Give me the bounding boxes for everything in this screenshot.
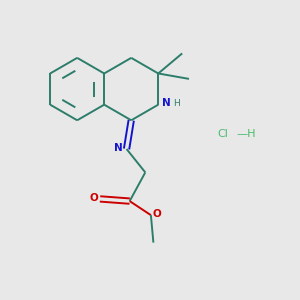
Text: O: O — [89, 193, 98, 203]
Text: N: N — [114, 142, 123, 152]
Text: Cl: Cl — [218, 129, 228, 139]
Text: —H: —H — [237, 129, 256, 139]
Text: O: O — [153, 209, 161, 219]
Text: H: H — [173, 99, 180, 108]
Text: N: N — [162, 98, 171, 108]
